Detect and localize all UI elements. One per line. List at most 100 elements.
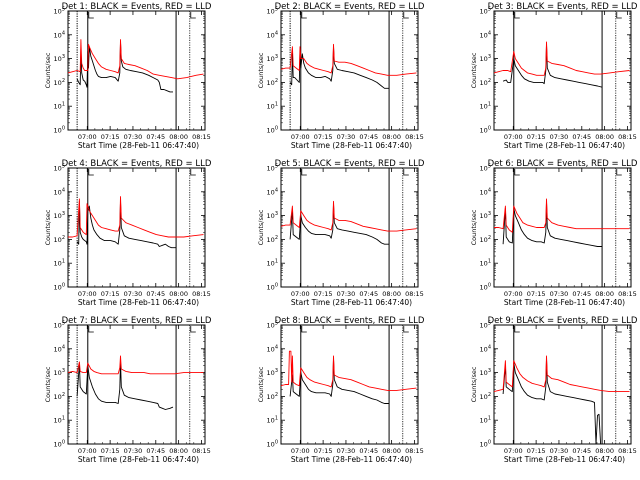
y-tick-label: 100 xyxy=(54,126,65,135)
panel-title: Det 5: BLACK = Events, RED = LLD xyxy=(275,159,425,169)
y-tick-label: 103 xyxy=(267,211,278,220)
plot-frame xyxy=(280,324,419,445)
x-tick-label: 07:30 xyxy=(124,133,143,141)
panel-title: Det 2: BLACK = Events, RED = LLD xyxy=(275,2,425,12)
panel-det-8: Det 8: BLACK = Events, RED = LLD 100 101 10… xyxy=(257,316,425,464)
x-tick-label: 07:15 xyxy=(314,447,333,455)
x-tick-label: 07:30 xyxy=(124,290,143,298)
x-tick-label: 07:15 xyxy=(527,290,546,298)
x-tick-label: 07:00 xyxy=(291,133,310,141)
panel-det-5: Det 5: BLACK = Events, RED = LLD 100 101 10… xyxy=(257,159,425,307)
y-tick-label: 104 xyxy=(54,187,65,196)
x-tick-label: 07:15 xyxy=(314,133,333,141)
x-tick-label: 07:00 xyxy=(291,447,310,455)
x-tick-label: 07:45 xyxy=(146,290,165,298)
x-tick-label: 07:30 xyxy=(550,290,569,298)
events-series-line xyxy=(76,360,174,410)
y-tick-label: 101 xyxy=(480,102,491,111)
y-tick-label: 102 xyxy=(480,235,491,244)
x-tick-label: 08:00 xyxy=(382,447,401,455)
x-tick-label: 07:00 xyxy=(291,290,310,298)
start-flag xyxy=(301,326,307,333)
end-flag xyxy=(616,326,622,333)
x-axis-label: Start Time (28-Feb-11 06:47:40) xyxy=(504,455,625,464)
y-tick-label: 103 xyxy=(54,211,65,220)
y-tick-label: 102 xyxy=(54,235,65,244)
panel-det-7: Det 7: BLACK = Events, RED = LLD 100 101 10… xyxy=(44,316,212,464)
y-tick-label: 101 xyxy=(54,259,65,268)
events-series-line xyxy=(502,43,603,88)
lld-series-line xyxy=(280,200,417,232)
x-tick-label: 07:15 xyxy=(101,290,120,298)
plot-frame xyxy=(67,10,206,131)
x-axis-label: Start Time (28-Feb-11 06:47:40) xyxy=(504,141,625,150)
panel-title: Det 9: BLACK = Events, RED = LLD xyxy=(488,316,638,326)
y-tick-label: 104 xyxy=(480,30,491,39)
x-tick-label: 08:15 xyxy=(618,447,637,455)
x-tick-label: 07:45 xyxy=(359,133,378,141)
x-tick-label: 07:30 xyxy=(337,290,356,298)
x-axis-label: Start Time (28-Feb-11 06:47:40) xyxy=(291,455,412,464)
x-tick-label: 07:00 xyxy=(78,133,97,141)
x-tick-label: 08:15 xyxy=(192,290,211,298)
x-axis-label: Start Time (28-Feb-11 06:47:40) xyxy=(291,141,412,150)
y-tick-label: 100 xyxy=(267,283,278,292)
y-tick-label: 100 xyxy=(480,126,491,135)
start-flag xyxy=(301,12,307,19)
y-tick-label: 103 xyxy=(267,54,278,63)
y-tick-label: 104 xyxy=(267,187,278,196)
start-flag xyxy=(88,326,94,333)
panel-title: Det 3: BLACK = Events, RED = LLD xyxy=(488,2,638,12)
x-tick-label: 07:45 xyxy=(146,133,165,141)
y-tick-label: 102 xyxy=(267,235,278,244)
y-axis-label: Counts/sec xyxy=(257,209,265,245)
x-tick-label: 08:00 xyxy=(382,290,401,298)
lld-series-line xyxy=(280,43,417,76)
x-tick-label: 08:15 xyxy=(192,133,211,141)
lld-series-line xyxy=(493,41,630,76)
panel-title: Det 1: BLACK = Events, RED = LLD xyxy=(62,2,212,12)
y-tick-label: 102 xyxy=(54,392,65,401)
y-tick-label: 100 xyxy=(480,440,491,449)
x-tick-label: 08:15 xyxy=(192,447,211,455)
y-tick-label: 102 xyxy=(54,78,65,87)
panel-title: Det 4: BLACK = Events, RED = LLD xyxy=(62,159,212,169)
events-series-line xyxy=(289,203,390,245)
panel-det-2: Det 2: BLACK = Events, RED = LLD 100 101 10… xyxy=(257,2,425,150)
start-flag xyxy=(514,12,520,19)
x-tick-label: 08:00 xyxy=(595,133,614,141)
plot-frame xyxy=(493,10,632,131)
lld-series-line xyxy=(493,355,630,393)
start-flag xyxy=(88,169,94,176)
x-tick-label: 07:45 xyxy=(572,133,591,141)
start-flag xyxy=(301,169,307,176)
plot-frame xyxy=(67,324,206,445)
y-axis-label: Counts/sec xyxy=(257,366,265,402)
x-tick-label: 08:15 xyxy=(405,133,424,141)
x-axis-label: Start Time (28-Feb-11 06:47:40) xyxy=(78,141,199,150)
y-axis-label: Counts/sec xyxy=(44,209,52,245)
y-axis-label: Counts/sec xyxy=(470,52,478,88)
y-tick-label: 101 xyxy=(267,102,278,111)
panel-det-4: Det 4: BLACK = Events, RED = LLD 100 101 10… xyxy=(44,159,212,307)
x-axis-label: Start Time (28-Feb-11 06:47:40) xyxy=(291,298,412,307)
events-series-line xyxy=(76,200,177,249)
lld-series-line xyxy=(68,196,204,238)
x-tick-label: 07:00 xyxy=(504,290,523,298)
x-tick-label: 07:30 xyxy=(550,133,569,141)
y-tick-label: 101 xyxy=(267,259,278,268)
x-tick-label: 08:00 xyxy=(169,447,188,455)
x-tick-label: 08:15 xyxy=(618,133,637,141)
x-tick-label: 08:00 xyxy=(595,290,614,298)
lld-series-line xyxy=(494,198,630,233)
y-tick-label: 102 xyxy=(480,78,491,87)
y-tick-label: 105 xyxy=(480,7,491,16)
y-tick-label: 100 xyxy=(267,440,278,449)
x-tick-label: 07:45 xyxy=(146,447,165,455)
y-tick-label: 105 xyxy=(267,164,278,173)
x-tick-label: 07:30 xyxy=(124,447,143,455)
x-tick-label: 07:45 xyxy=(572,290,591,298)
y-tick-label: 104 xyxy=(480,344,491,353)
end-flag xyxy=(616,169,622,176)
